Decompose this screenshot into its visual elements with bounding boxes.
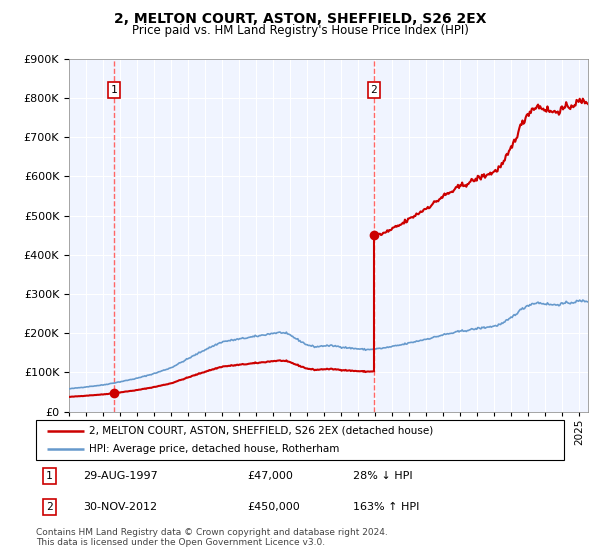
Text: 2: 2 [371,85,377,95]
Text: 28% ↓ HPI: 28% ↓ HPI [353,471,412,481]
Text: 2, MELTON COURT, ASTON, SHEFFIELD, S26 2EX: 2, MELTON COURT, ASTON, SHEFFIELD, S26 2… [114,12,486,26]
Text: Contains HM Land Registry data © Crown copyright and database right 2024.
This d: Contains HM Land Registry data © Crown c… [36,528,388,547]
Text: 29-AUG-1997: 29-AUG-1997 [83,471,158,481]
Text: Price paid vs. HM Land Registry's House Price Index (HPI): Price paid vs. HM Land Registry's House … [131,24,469,37]
Text: 1: 1 [111,85,118,95]
Text: 163% ↑ HPI: 163% ↑ HPI [353,502,419,512]
FancyBboxPatch shape [36,420,564,460]
Text: 1: 1 [46,471,53,481]
Text: 30-NOV-2012: 30-NOV-2012 [83,502,158,512]
Text: 2: 2 [46,502,53,512]
Text: 2, MELTON COURT, ASTON, SHEFFIELD, S26 2EX (detached house): 2, MELTON COURT, ASTON, SHEFFIELD, S26 2… [89,426,433,436]
Text: £450,000: £450,000 [247,502,300,512]
Text: HPI: Average price, detached house, Rotherham: HPI: Average price, detached house, Roth… [89,445,339,454]
Text: £47,000: £47,000 [247,471,293,481]
